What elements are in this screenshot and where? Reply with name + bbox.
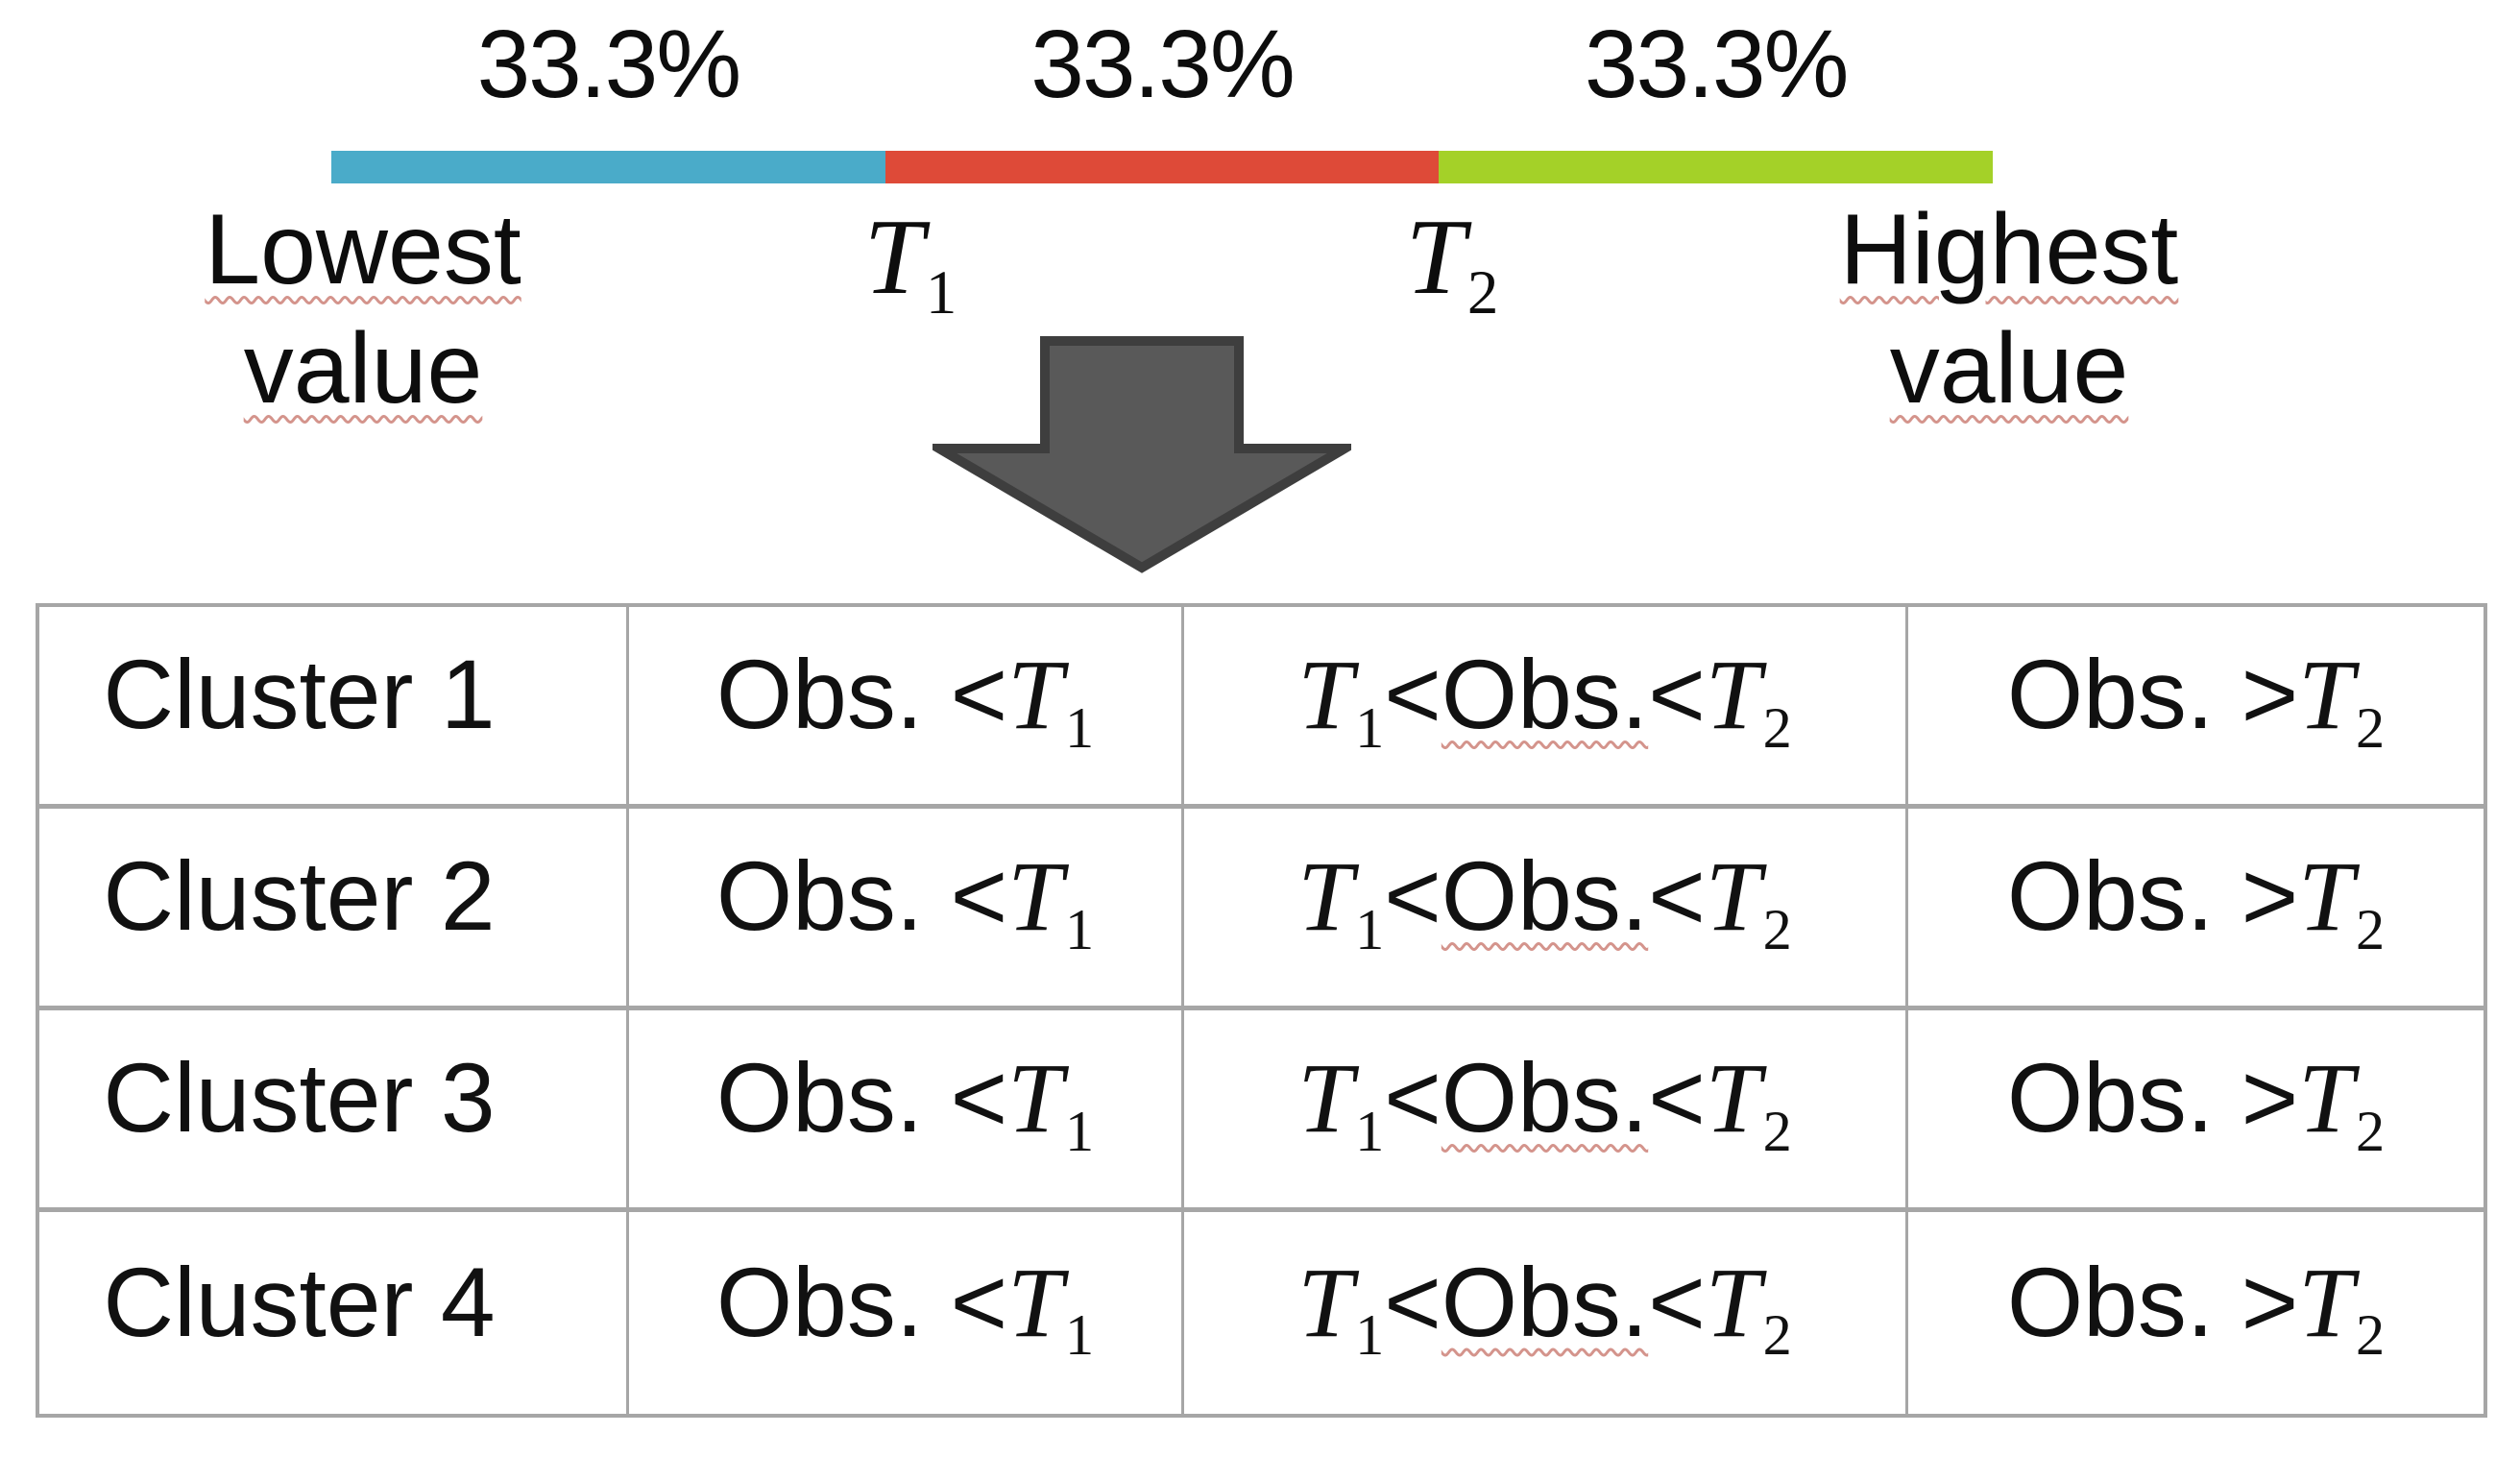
low-range-cell: Obs. < T1 [629, 1010, 1184, 1212]
lowest-value-line2: value [243, 313, 483, 425]
mid-range-cell: T1 < Obs. < T2 [1184, 1010, 1908, 1212]
lowest-value-label: Lowest value [205, 190, 521, 428]
high-range-cell: Obs. > T2 [1908, 1010, 2484, 1212]
tertile-segment-lower [331, 151, 885, 183]
tertile-segment-upper [1439, 151, 1994, 183]
threshold-2-label: T2 [1405, 196, 1499, 328]
clusters-table: Cluster 1 Obs. < T1 T1 < Obs. < T2 Obs. >… [36, 603, 2487, 1418]
threshold-2-symbol: T2 [1405, 198, 1499, 328]
low-range-cell: Obs. < T1 [629, 607, 1184, 809]
tertile-segment-middle [884, 151, 1440, 183]
threshold-1-label: T1 [863, 196, 957, 328]
percent-label-1: 33.3% [476, 11, 742, 118]
mid-range-cell: T1 < Obs. < T2 [1184, 1212, 1908, 1414]
mid-range-cell: T1 < Obs. < T2 [1184, 809, 1908, 1010]
percent-label-2: 33.3% [1030, 11, 1296, 118]
mid-range-cell: T1 < Obs. < T2 [1184, 607, 1908, 809]
low-range-cell: Obs. < T1 [629, 1212, 1184, 1414]
percent-labels-row: 33.3% 33.3% 33.3% [331, 12, 1993, 117]
percent-label-3: 33.3% [1584, 11, 1850, 118]
threshold-1-symbol: T1 [863, 198, 957, 328]
cluster-name-cell: Cluster 1 [39, 607, 629, 809]
cluster-name-cell: Cluster 3 [39, 1010, 629, 1212]
down-arrow-icon [933, 336, 1351, 573]
high-range-cell: Obs. > T2 [1908, 809, 2484, 1010]
cluster-name-cell: Cluster 4 [39, 1212, 629, 1414]
highest-value-line1: Highest [1839, 194, 2179, 305]
high-range-cell: Obs. > T2 [2006, 1247, 2386, 1369]
high-range-cell: Obs. > T2 [1908, 607, 2484, 809]
tertile-bar [331, 151, 1994, 183]
highest-value-line2: value [1889, 313, 2129, 425]
lowest-value-line1: Lowest [205, 194, 521, 305]
low-range-cell: Obs. < T1 [629, 809, 1184, 1010]
highest-value-label: Highest value [1840, 190, 2179, 428]
cluster-name-cell: Cluster 2 [39, 809, 629, 1010]
